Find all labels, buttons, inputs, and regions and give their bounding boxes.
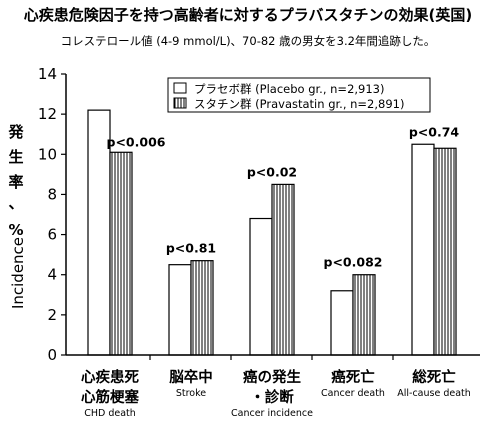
y-axis-label-char: 発 <box>8 123 24 141</box>
y-axis-label-english: Incidence <box>9 236 27 310</box>
category-label-japanese: 脳卒中 <box>169 370 213 386</box>
y-tick-label: 6 <box>47 226 57 244</box>
y-axis-label-char: 、 <box>8 194 24 212</box>
y-tick-label: 0 <box>47 346 57 364</box>
bar-pravastatin <box>190 260 214 356</box>
category-label: 総死亡 All-cause death <box>379 368 489 400</box>
category-label-english: Cancer death <box>321 388 385 399</box>
legend-swatch <box>173 97 187 109</box>
bar-pravastatin <box>271 183 295 356</box>
category-label-japanese: 心疾患死 心筋梗塞 <box>81 370 139 406</box>
category-label-english: Cancer incidence <box>231 408 313 419</box>
legend-swatch <box>173 82 187 94</box>
y-tick-label: 14 <box>38 65 57 83</box>
y-tick-label: 4 <box>47 266 57 284</box>
bar-pravastatin <box>433 147 457 356</box>
legend-label: プラセボ群 (Placebo gr., n=2,913) <box>194 82 384 96</box>
p-value-label: p<0.02 <box>247 164 297 179</box>
bar-placebo <box>411 143 435 356</box>
y-axis-label-char: 生 <box>8 148 24 166</box>
y-axis-label-char: 率 <box>8 173 24 191</box>
y-tick-label: 2 <box>47 306 57 324</box>
y-tick-label: 10 <box>38 145 57 163</box>
category-label-english: Stroke <box>175 388 207 399</box>
category-label: 脳卒中 Stroke <box>136 368 246 400</box>
chart-title: 心疾患危険因子を持つ高齢者に対するプラバスタチンの効果(英国) <box>23 6 473 24</box>
p-value-label: p<0.006 <box>107 134 166 149</box>
bar-placebo <box>168 264 192 356</box>
category-label: 癌死亡 Cancer death <box>298 368 408 400</box>
category-label-japanese: 癌の発生 ・診断 <box>243 370 301 406</box>
axes: 0 2 4 6 8 10 12 14 <box>38 65 480 364</box>
legend: プラセボ群 (Placebo gr., n=2,913)スタチン群 (Prava… <box>167 77 431 113</box>
category-label: 癌の発生 ・診断 Cancer incidence <box>217 368 327 420</box>
category-label: 心疾患死 心筋梗塞 CHD death <box>55 368 165 420</box>
category-label-japanese: 癌死亡 <box>331 370 375 386</box>
legend-box <box>167 77 431 113</box>
bar-placebo <box>330 290 354 356</box>
p-value-label: p<0.082 <box>324 255 383 270</box>
p-value-annotations: p<0.006 p<0.81 p<0.02 p<0.082 p<0.74 <box>107 124 460 269</box>
y-axis-label-char: % <box>8 221 24 239</box>
y-tick-label: 8 <box>47 185 57 203</box>
bar-placebo <box>249 217 273 356</box>
p-value-label: p<0.74 <box>409 124 460 139</box>
bar-pravastatin <box>109 151 133 356</box>
bar-pravastatin <box>352 274 376 356</box>
category-label-japanese: 総死亡 <box>412 370 456 386</box>
chart-subtitle: コレステロール値 (4-9 mmol/L)、70-82 歳の男女を3.2年間追跡… <box>60 34 436 48</box>
legend-label: スタチン群 (Pravastatin gr., n=2,891) <box>194 97 404 111</box>
y-tick-label: 12 <box>38 105 57 123</box>
bar-group <box>87 109 457 356</box>
category-label-english: All-cause death <box>397 388 471 399</box>
category-label-english: CHD death <box>84 408 136 419</box>
p-value-label: p<0.81 <box>166 241 216 256</box>
